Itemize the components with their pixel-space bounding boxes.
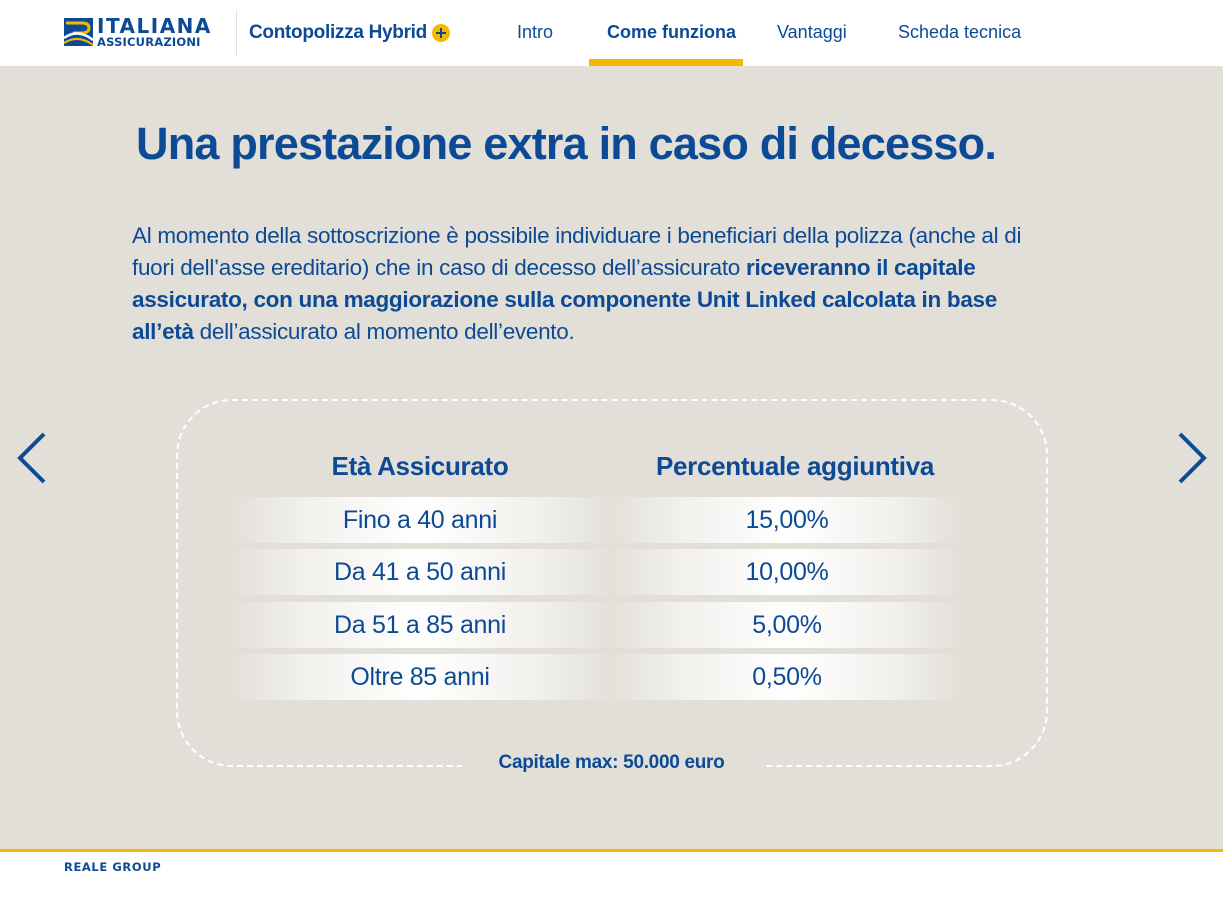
cell-percentuale: 0,50% [612, 654, 962, 700]
top-header: ITALIANA ASSICURAZIONI Contopolizza Hybr… [0, 0, 1223, 66]
column-header-eta: Età Assicurato [331, 451, 509, 481]
nav-tab-intro[interactable]: Intro [517, 22, 554, 42]
page-title: Una prestazione extra in caso di decesso… [136, 118, 997, 169]
product-title[interactable]: Contopolizza Hybrid [249, 22, 450, 44]
table-row: Fino a 40 anni 15,00% [228, 497, 962, 543]
cell-percentuale: 15,00% [612, 497, 962, 543]
cell-eta: Fino a 40 anni [228, 497, 612, 543]
header-divider [236, 10, 237, 56]
reale-group-logo[interactable]: REALE GROUP [64, 860, 162, 874]
cell-eta: Da 51 a 85 anni [228, 602, 612, 648]
cell-percentuale: 10,00% [612, 549, 962, 595]
cell-percentuale: 5,00% [612, 602, 962, 648]
cell-eta: Da 41 a 50 anni [228, 549, 612, 595]
logo-mark-icon [64, 18, 93, 46]
product-name: Contopolizza Hybrid [249, 22, 427, 43]
intro-paragraph: Al momento della sottoscrizione è possib… [132, 220, 1052, 348]
caption-gap [462, 754, 762, 774]
nav-tab-scheda-tecnica[interactable]: Scheda tecnica [898, 22, 1022, 42]
logo-line1: ITALIANA [97, 13, 212, 38]
intro-text-2: dell’assicurato al momento dell’evento. [193, 319, 575, 344]
nav-tab-vantaggi[interactable]: Vantaggi [777, 22, 847, 42]
table-row: Da 41 a 50 anni 10,00% [228, 549, 962, 595]
intro-text-bold: riceveranno il capitale assicurato, con … [132, 255, 997, 344]
nav-tab-come-funziona[interactable]: Come funziona [607, 22, 736, 42]
intro-text-1: Al momento della sottoscrizione è possib… [132, 223, 1022, 280]
chevron-right-icon[interactable] [1172, 428, 1212, 488]
table-row: Oltre 85 anni 0,50% [228, 654, 962, 700]
main-content: Una prestazione extra in caso di decesso… [0, 66, 1223, 849]
active-tab-indicator [589, 59, 743, 66]
chevron-left-icon[interactable] [12, 428, 52, 488]
italiana-assicurazioni-logo[interactable]: ITALIANA ASSICURAZIONI [64, 13, 212, 49]
column-header-percentuale: Percentuale aggiuntiva [655, 451, 935, 481]
cell-eta: Oltre 85 anni [228, 654, 612, 700]
logo-line2: ASSICURAZIONI [97, 34, 201, 49]
footer: REALE GROUP [0, 849, 1223, 917]
plus-circle-icon [431, 24, 450, 42]
table-caption: Capitale max: 50.000 euro [498, 752, 725, 773]
table-row: Da 51 a 85 anni 5,00% [228, 602, 962, 648]
